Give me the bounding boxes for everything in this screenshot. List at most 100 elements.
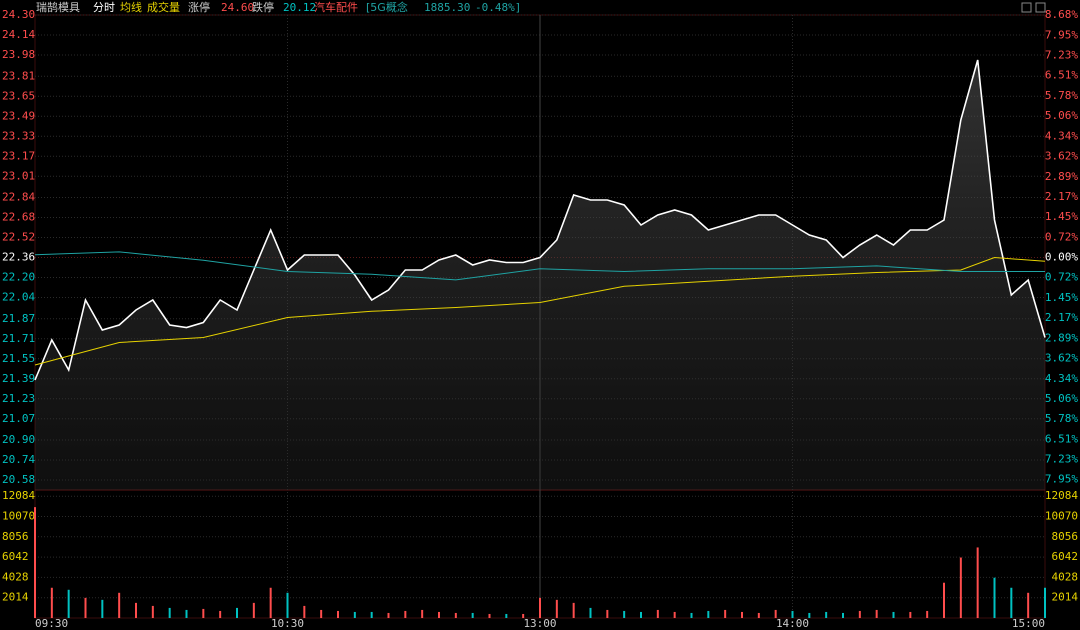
volume-bar	[488, 613, 491, 618]
y-tick-label: 23.98	[2, 48, 35, 61]
y-tick-label: 21.87	[2, 312, 35, 325]
volume-bar	[1010, 587, 1013, 618]
volume-bar	[539, 597, 541, 618]
y2-tick-label: 7.95%	[1045, 28, 1078, 41]
x-tick-label: 10:30	[271, 617, 304, 630]
volume-bar	[707, 610, 710, 618]
volume-tick-label: 10070	[2, 510, 35, 523]
y2-tick-label: 0.72%	[1045, 230, 1078, 243]
volume-bar	[774, 609, 777, 618]
y2-tick-label: 6.51%	[1045, 69, 1078, 82]
volume-bar	[791, 610, 794, 618]
index-value: 1885.30	[424, 1, 470, 14]
volume-bar	[943, 582, 945, 618]
x-tick-label: 13:00	[523, 617, 556, 630]
volume-tick-label: 2014	[2, 591, 29, 604]
volume-bar	[757, 612, 760, 618]
volume-bar	[84, 597, 87, 618]
y-tick-label: 22.84	[2, 191, 35, 204]
y2-tick-label: 5.06%	[1045, 109, 1078, 122]
y2-tick-label: 2.89%	[1045, 170, 1078, 183]
y-tick-label: 20.90	[2, 433, 35, 446]
volume-bar	[976, 547, 979, 618]
y2-tick-label: 2.17%	[1045, 311, 1078, 324]
volume-bar	[471, 612, 474, 618]
expand-icon[interactable]	[1035, 2, 1046, 13]
x-tick-label: 09:30	[35, 617, 68, 630]
volume-tick-label-right: 2014	[1052, 591, 1079, 604]
y-tick-label: 22.68	[2, 211, 35, 224]
legend-volume: 成交量	[147, 0, 180, 14]
volume-bar	[421, 609, 424, 618]
volume-bar	[438, 611, 440, 618]
y-tick-label: 23.01	[2, 169, 35, 182]
volume-tick-label-right: 8056	[1052, 530, 1079, 543]
volume-bar	[353, 611, 356, 618]
volume-bar	[1027, 592, 1030, 618]
volume-bar	[909, 611, 912, 618]
y2-tick-label: 2.17%	[1045, 190, 1078, 203]
volume-bar	[387, 612, 390, 618]
volume-bar	[202, 608, 205, 618]
volume-bar	[269, 587, 272, 618]
y-tick-label: 22.36	[2, 251, 35, 264]
y-tick-label: 20.58	[2, 473, 35, 486]
volume-tick-label-right: 6042	[1052, 550, 1079, 563]
volume-bar	[522, 613, 525, 618]
volume-bar	[606, 609, 609, 618]
volume-bar	[842, 612, 844, 618]
price-line	[34, 59, 1046, 381]
volume-bar	[67, 589, 70, 618]
volume-bar	[959, 557, 962, 618]
y-tick-label: 21.07	[2, 412, 35, 425]
y2-tick-label: 8.68%	[1045, 8, 1078, 21]
y-tick-label: 23.49	[2, 109, 35, 122]
y2-tick-label: 3.62%	[1045, 352, 1078, 365]
volume-bar	[892, 611, 895, 618]
volume-tick-label-right: 10070	[1045, 510, 1078, 523]
volume-tick-label: 6042	[2, 550, 29, 563]
volume-bar	[572, 602, 575, 618]
legend-average: 均线	[120, 0, 142, 14]
y-tick-label: 23.81	[2, 69, 35, 82]
volume-bar	[1044, 587, 1046, 618]
volume-bar	[404, 610, 407, 618]
index-change: -0.48%]	[475, 1, 521, 14]
y-tick-label: 21.71	[2, 332, 35, 345]
volume-bar	[50, 587, 53, 618]
volume-bar	[926, 610, 929, 618]
y2-tick-label: 1.45%	[1045, 210, 1078, 223]
volume-bar	[370, 611, 373, 618]
volume-bar	[724, 609, 727, 618]
volume-bar	[673, 611, 676, 618]
index-name: [5G概念	[366, 0, 408, 14]
y2-tick-label: 0.00%	[1045, 251, 1078, 264]
volume-bar	[555, 599, 558, 618]
y-tick-label: 24.14	[2, 28, 35, 41]
volume-bar	[825, 611, 828, 618]
y-tick-label: 22.52	[2, 231, 35, 244]
volume-bar	[135, 602, 137, 618]
volume-bar	[454, 612, 457, 618]
y-tick-label: 23.65	[2, 89, 35, 102]
stock-name: 瑞鹄模具	[36, 0, 80, 14]
y2-tick-label: 5.06%	[1045, 392, 1078, 405]
y-tick-label: 21.39	[2, 372, 35, 385]
volume-bar	[303, 605, 306, 618]
volume-tick-label: 4028	[2, 570, 29, 583]
volume-bar	[623, 610, 626, 618]
sector: 汽车配件	[314, 0, 358, 14]
volume-bar	[875, 609, 878, 618]
volume-bar	[690, 612, 693, 618]
y-tick-label: 23.17	[2, 149, 35, 162]
volume-bar	[741, 611, 743, 618]
index-line	[34, 251, 1045, 281]
volume-bar	[505, 613, 508, 618]
price-area	[35, 60, 1045, 490]
volume-bar	[589, 607, 592, 618]
settings-icon[interactable]	[1021, 2, 1032, 13]
y2-tick-label: 1.45%	[1045, 291, 1078, 304]
limit-up: 24.60	[221, 1, 254, 14]
volume-bar	[337, 610, 339, 618]
